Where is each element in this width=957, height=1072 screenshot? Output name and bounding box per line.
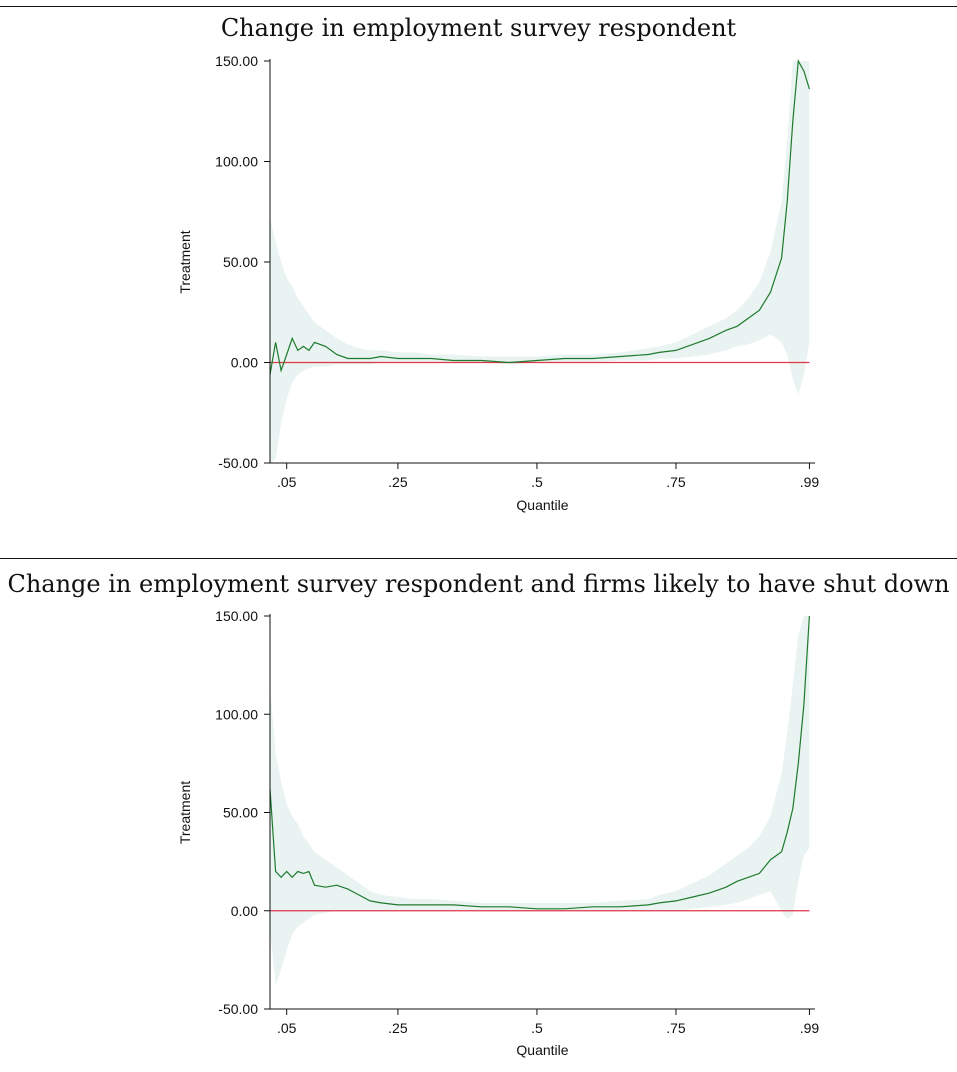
- y-tick-label: 50.00: [223, 254, 258, 270]
- y-axis-label: Treatment: [177, 230, 193, 293]
- confidence-band: [270, 616, 810, 986]
- estimate-line: [269, 615, 810, 910]
- y-tick-label: 150.00: [215, 608, 258, 624]
- chart-title-1: Change in employment survey respondent: [220, 14, 737, 42]
- y-tick-label: 150.00: [215, 53, 258, 69]
- y-axis-label: Treatment: [177, 781, 193, 844]
- x-tick-label: .5: [531, 1020, 543, 1036]
- x-tick-label: .75: [666, 474, 686, 490]
- y-tick-label: 50.00: [223, 805, 258, 821]
- x-tick-label: .5: [531, 474, 543, 490]
- y-tick-label: 0.00: [231, 355, 258, 371]
- top-rule-1: [0, 6, 957, 7]
- x-tick-label: .75: [666, 1020, 686, 1036]
- chart-2: -50.00 0.00 50.00 100.00 150.00 .05 .25 .5 .75 .9…: [177, 608, 820, 1058]
- x-tick-label: .05: [277, 1020, 297, 1036]
- x-tick-label: .25: [388, 1020, 408, 1036]
- y-tick-label: 100.00: [215, 154, 258, 170]
- chart-1: -50.00 0.00 50.00 100.00 150.00 .05 .25 .5 .75 .9…: [177, 53, 820, 513]
- top-rule-2: [0, 558, 957, 559]
- x-axis-label: Quantile: [516, 497, 568, 513]
- x-tick-label: .25: [388, 474, 408, 490]
- x-tick-label: .05: [277, 474, 297, 490]
- confidence-band: [270, 61, 810, 463]
- y-tick-label: 0.00: [231, 903, 258, 919]
- y-tick-label: 100.00: [215, 706, 258, 722]
- estimate-line: [269, 59, 810, 375]
- y-tick-label: -50.00: [218, 455, 258, 471]
- x-axis-label: Quantile: [516, 1042, 568, 1058]
- y-tick-label: -50.00: [218, 1001, 258, 1017]
- x-tick-label: .99: [800, 1020, 820, 1036]
- chart-title-2: Change in employment survey respondent a…: [7, 570, 950, 598]
- x-tick-label: .99: [800, 474, 820, 490]
